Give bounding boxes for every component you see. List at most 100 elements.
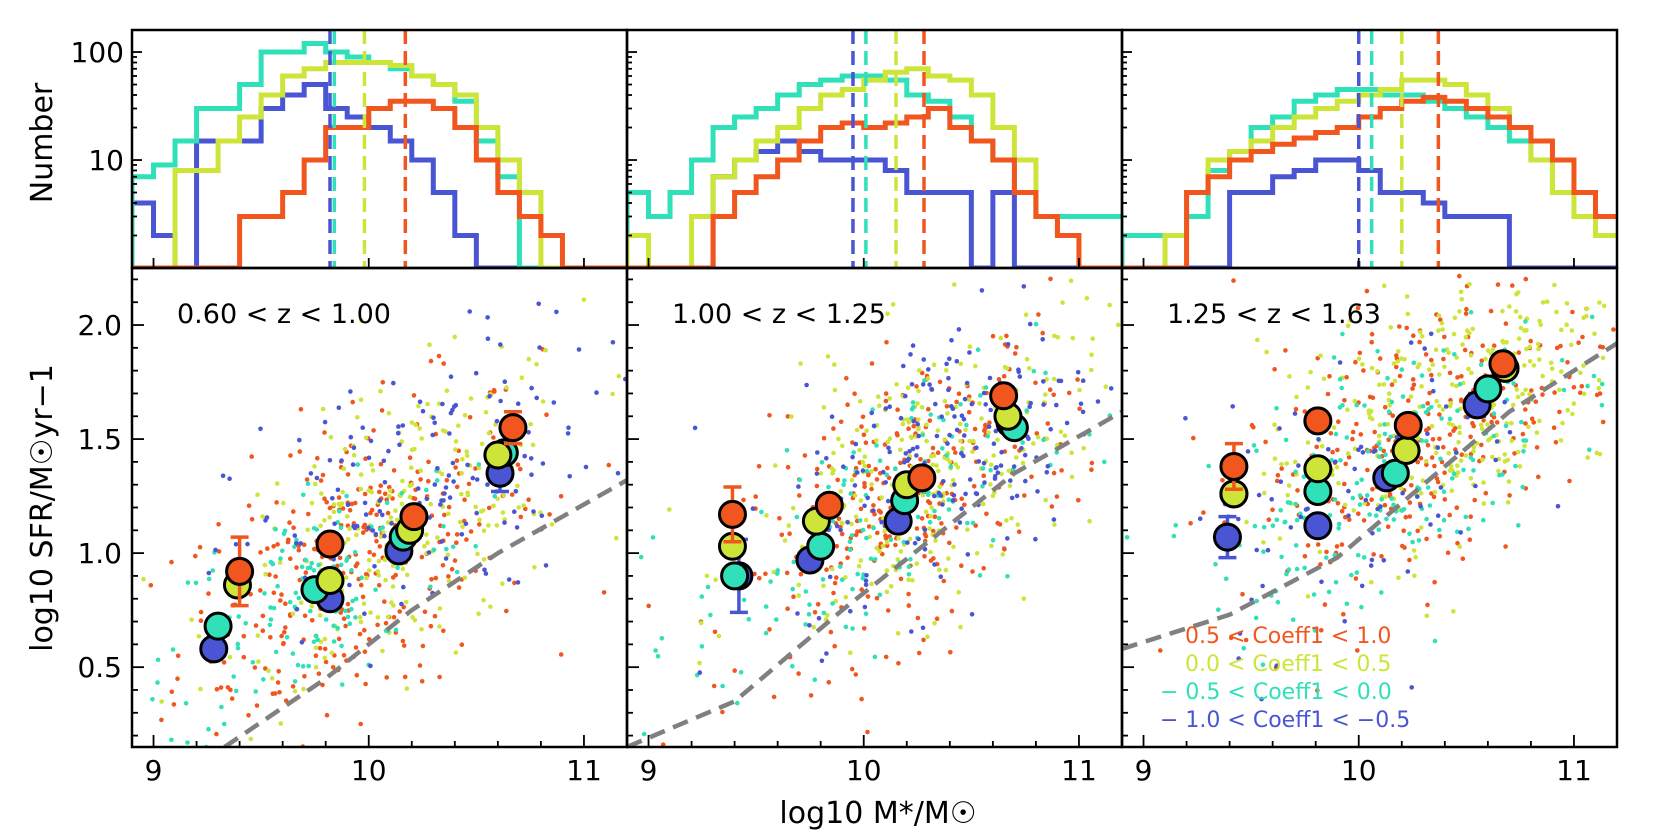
scatter-dot-orange (1406, 398, 1411, 403)
scatter-dot-yellowgreen (1578, 370, 1583, 376)
scatter-dot-orange (320, 472, 326, 478)
scatter-dot-yellowgreen (1405, 311, 1411, 317)
scatter-dot-blue (1319, 579, 1324, 585)
scatter-dot-yellowgreen (1305, 594, 1311, 599)
scatter-dot-orange (441, 361, 447, 366)
scatter-dot-yellowgreen (924, 438, 929, 444)
x-tick-label: 9 (640, 754, 658, 787)
scatter-dot-orange (1394, 364, 1399, 370)
scatter-dot-orange (834, 543, 839, 549)
scatter-dot-orange (1467, 537, 1473, 542)
scatter-dot-turquoise (906, 572, 912, 577)
scatter-dot-orange (895, 433, 900, 438)
scatter-dot-blue (529, 385, 534, 391)
scatter-dot-turquoise (1293, 501, 1298, 507)
scatter-dot-orange (518, 466, 523, 472)
scatter-dot-orange (712, 629, 718, 635)
scatter-dot-yellowgreen (890, 302, 896, 307)
scatter-dot-yellowgreen (1520, 391, 1525, 397)
scatter-dot-yellowgreen (452, 334, 458, 340)
scatter-dot-turquoise (908, 557, 913, 562)
scatter-dot-turquoise (473, 543, 479, 549)
scatter-dot-yellowgreen (1560, 420, 1565, 426)
scatter-dot-turquoise (877, 592, 883, 598)
scatter-dot-yellowgreen (1360, 362, 1365, 367)
scatter-dot-orange (1016, 529, 1022, 535)
scatter-dot-yellowgreen (1024, 356, 1030, 362)
scatter-dot-turquoise (1337, 376, 1343, 382)
scatter-dot-orange (1557, 409, 1562, 415)
scatter-dot-yellowgreen (988, 462, 994, 468)
scatter-dot-yellowgreen (1537, 418, 1542, 424)
scatter-dot-blue (1080, 378, 1086, 384)
scatter-dot-orange (1523, 276, 1529, 282)
scatter-dot-yellowgreen (874, 438, 879, 443)
scatter-dot-orange (935, 450, 941, 456)
scatter-dot-yellowgreen (887, 436, 893, 442)
scatter-dot-orange (241, 654, 247, 660)
scatter-dot-orange (753, 494, 758, 499)
scatter-dot-yellowgreen (1483, 254, 1488, 259)
scatter-dot-yellowgreen (413, 422, 418, 428)
scatter-dot-turquoise (492, 493, 498, 499)
median-marker-orange (1488, 349, 1518, 379)
scatter-dot-yellowgreen (460, 524, 465, 529)
scatter-dot-turquoise (290, 651, 296, 656)
scatter-dot-orange (771, 694, 777, 700)
scatter-dot-orange (383, 620, 389, 626)
scatter-dot-turquoise (441, 524, 446, 529)
scatter-dot-turquoise (1332, 497, 1338, 502)
scatter-dot-yellowgreen (425, 540, 430, 545)
scatter-dot-yellowgreen (387, 488, 393, 494)
scatter-dot-blue (1507, 430, 1513, 435)
scatter-dot-turquoise (353, 615, 358, 620)
scatter-dot-orange (169, 559, 174, 565)
scatter-dot-yellowgreen (1318, 353, 1323, 358)
scatter-dot-orange (1462, 347, 1468, 353)
y-tick-label: 1.5 (77, 423, 122, 456)
scatter-dot-turquoise (872, 557, 878, 562)
scatter-dot-turquoise (206, 576, 212, 582)
scatter-dot-yellowgreen (929, 453, 934, 459)
scatter-dot-orange (1459, 374, 1464, 379)
scatter-dot-yellowgreen (1601, 257, 1606, 262)
scatter-dot-yellowgreen (1640, 350, 1645, 355)
scatter-dot-orange (411, 393, 417, 398)
scatter-dot-yellowgreen (1035, 434, 1041, 440)
scatter-dot-blue (1346, 513, 1351, 518)
scatter-dot-yellowgreen (581, 297, 587, 303)
scatter-dot-turquoise (250, 660, 256, 665)
scatter-dot-yellowgreen (1369, 580, 1374, 585)
scatter-dot-yellowgreen (1584, 306, 1590, 312)
scatter-dot-yellowgreen (1584, 313, 1589, 319)
scatter-dot-turquoise (278, 556, 283, 561)
scatter-dot-yellowgreen (309, 604, 315, 609)
scatter-dot-yellowgreen (329, 650, 335, 656)
scatter-dot-turquoise (868, 556, 874, 561)
scatter-dot-yellowgreen (1467, 282, 1472, 287)
scatter-dot-turquoise (980, 484, 985, 489)
scatter-dot-orange (322, 496, 327, 502)
scatter-dot-yellowgreen (481, 557, 487, 562)
scatter-dot-blue (816, 616, 822, 621)
scatter-dot-yellowgreen (1424, 613, 1430, 619)
scatter-dot-orange (883, 391, 889, 396)
scatter-dot-orange (287, 520, 292, 525)
scatter-dot-turquoise (1031, 368, 1037, 374)
median-marker-orange (1393, 410, 1423, 440)
scatter-dot-orange (362, 491, 368, 497)
scatter-dot-orange (1047, 387, 1053, 393)
scatter-dot-turquoise (659, 636, 665, 641)
median-marker-orange (989, 381, 1019, 411)
scatter-dot-orange (741, 497, 746, 503)
scatter-dot-yellowgreen (1015, 522, 1021, 527)
scatter-dot-turquoise (851, 450, 856, 455)
scatter-dot-orange (926, 406, 931, 412)
scatter-dot-yellowgreen (363, 435, 369, 441)
scatter-dot-yellowgreen (1025, 246, 1030, 251)
scatter-dot-blue (881, 469, 886, 475)
scatter-dot-yellowgreen (473, 504, 479, 510)
scatter-dot-turquoise (431, 547, 437, 553)
scatter-dot-yellowgreen (956, 590, 961, 595)
scatter-dot-orange (316, 671, 322, 676)
